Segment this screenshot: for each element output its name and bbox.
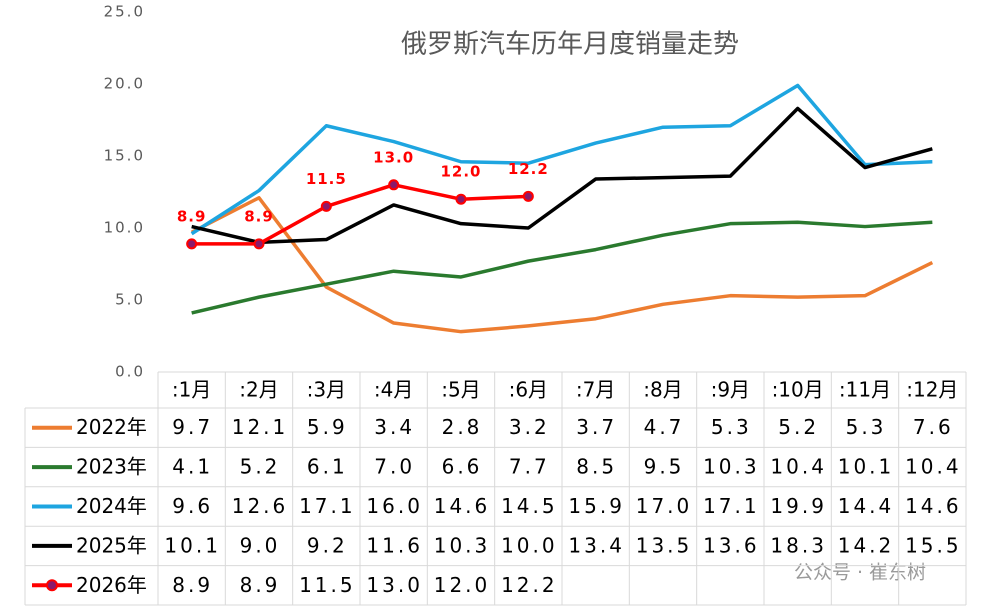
table-cell: 5.9: [307, 415, 348, 439]
table-cell: 8.5: [576, 455, 617, 479]
marker: [522, 190, 534, 202]
watermark: 公众号 · 崔东树: [794, 562, 926, 584]
table-cell: 9.7: [172, 415, 213, 439]
table-cell: 12.6: [232, 494, 289, 518]
table-cell: 10.1: [164, 533, 221, 557]
y-tick-label: 0.0: [115, 363, 145, 381]
data-label: 12.2: [508, 160, 549, 178]
table-cell: 8.9: [172, 573, 213, 597]
x-tick-label: :11月: [839, 378, 891, 402]
table-cell: 5.2: [778, 415, 819, 439]
table-cell: 2.8: [442, 415, 483, 439]
table-cell: 10.3: [434, 533, 491, 557]
table-cell: 10.4: [770, 455, 827, 479]
legend-label: 2022年: [76, 415, 147, 439]
x-tick-label: :6月: [509, 378, 548, 402]
table-cell: 10.4: [905, 455, 962, 479]
table-cell: 9.2: [307, 533, 348, 557]
table-cell: 4.1: [172, 455, 213, 479]
y-tick-label: 15.0: [104, 147, 145, 165]
marker: [320, 200, 332, 212]
data-label: 11.5: [306, 170, 347, 188]
table-cell: 3.7: [576, 415, 617, 439]
data-label: 12.0: [440, 163, 481, 181]
table-cell: 6.1: [307, 455, 348, 479]
x-tick-label: :10月: [772, 378, 824, 402]
x-tick-label: :9月: [711, 378, 750, 402]
legend-marker: [46, 579, 58, 592]
marker: [186, 238, 198, 250]
legend-label: 2026年: [76, 573, 147, 597]
data-label: 8.9: [244, 207, 274, 225]
table-cell: 17.1: [703, 494, 760, 518]
table-cell: 9.5: [644, 455, 685, 479]
table-cell: 15.9: [568, 494, 625, 518]
table-cell: 6.6: [442, 455, 483, 479]
table-cell: 3.4: [374, 415, 415, 439]
table-cell: 13.6: [703, 533, 760, 557]
table-cell: 8.9: [240, 573, 281, 597]
legend-label: 2023年: [76, 455, 147, 479]
table-cell: 16.0: [366, 494, 423, 518]
table-cell: 15.5: [905, 533, 962, 557]
x-tick-label: :3月: [307, 378, 346, 402]
table-cell: 14.6: [434, 494, 491, 518]
table-cell: 3.2: [509, 415, 550, 439]
table-cell: 17.1: [299, 494, 356, 518]
series-line: [191, 220, 933, 315]
marker: [253, 238, 265, 250]
table-cell: 14.5: [501, 494, 558, 518]
x-tick-label: :7月: [576, 378, 615, 402]
table-cell: 12.0: [434, 573, 491, 597]
table-cell: 14.2: [838, 533, 895, 557]
table-cell: 17.0: [636, 494, 693, 518]
table-cell: 19.9: [770, 494, 827, 518]
table-cell: 9.6: [172, 494, 213, 518]
table-cell: 7.6: [913, 415, 954, 439]
series-line: [190, 83, 933, 236]
table-cell: 7.7: [509, 455, 550, 479]
x-tick-label: :8月: [643, 378, 682, 402]
table-cell: 10.0: [501, 533, 558, 557]
table-cell: 5.3: [846, 415, 887, 439]
table-cell: 10.3: [703, 455, 760, 479]
series-line: [191, 183, 529, 246]
table-cell: 12.2: [501, 573, 558, 597]
x-tick-label: :12月: [906, 378, 958, 402]
table-cell: 5.3: [711, 415, 752, 439]
y-tick-label: 25.0: [104, 3, 145, 21]
table-cell: 13.0: [366, 573, 423, 597]
data-label: 13.0: [373, 148, 414, 166]
table-cell: 14.4: [838, 494, 895, 518]
table-cell: 4.7: [644, 415, 685, 439]
table-cell: 9.0: [240, 533, 281, 557]
chart-title: 俄罗斯汽车历年月度销量走势: [401, 30, 739, 60]
table-cell: 7.0: [374, 455, 415, 479]
x-tick-label: :4月: [374, 378, 413, 402]
table-cell: 13.5: [636, 533, 693, 557]
table-cell: 12.1: [232, 415, 289, 439]
table-cell: 14.6: [905, 494, 962, 518]
table-cell: 11.6: [366, 533, 423, 557]
marker: [388, 179, 400, 191]
legend-label: 2024年: [76, 494, 147, 518]
y-tick-label: 5.0: [115, 291, 145, 309]
x-tick-label: :2月: [239, 378, 278, 402]
data-label: 8.9: [177, 207, 207, 225]
table-cell: 10.1: [838, 455, 895, 479]
table-cell: 5.2: [240, 455, 281, 479]
legend-label: 2025年: [76, 533, 147, 557]
series-line: [190, 196, 934, 334]
series-line: [191, 106, 933, 245]
table-cell: 11.5: [299, 573, 356, 597]
marker: [455, 193, 467, 205]
y-tick-label: 10.0: [104, 219, 145, 237]
table-cell: 13.4: [568, 533, 625, 557]
y-tick-label: 20.0: [104, 75, 145, 93]
x-tick-label: :5月: [441, 378, 480, 402]
x-tick-label: :1月: [172, 378, 211, 402]
table-cell: 18.3: [770, 533, 827, 557]
